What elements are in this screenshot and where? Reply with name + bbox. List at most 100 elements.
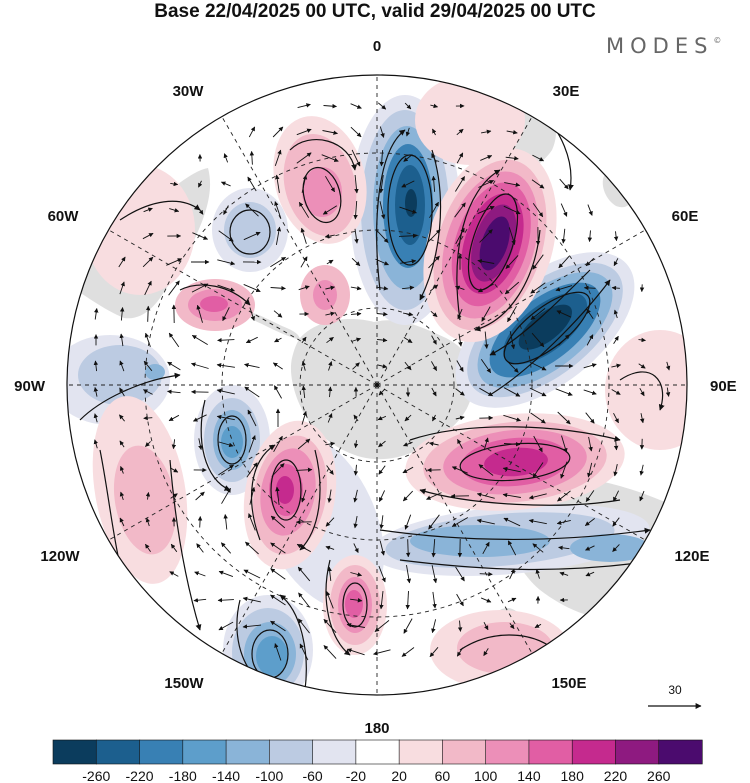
wind-vector-arrow (639, 490, 645, 502)
wind-vector-arrow (558, 334, 570, 346)
positive-anomaly-centres (85, 75, 687, 690)
wind-vector-arrow (528, 493, 547, 500)
streamline-atlantic-high-east (474, 229, 541, 332)
wind-vector-arrow (429, 284, 439, 292)
wind-vector-arrow (143, 360, 153, 372)
wind-vector-arrow (404, 361, 412, 371)
wind-vector-arrow (504, 281, 520, 295)
wind-vector-arrow (145, 491, 151, 500)
wind-vector-arrow (145, 441, 151, 447)
wind-vector-arrow (322, 130, 338, 135)
wind-vector-arrow (353, 200, 358, 220)
high-band-pacific-midlatitude-contour-2 (113, 445, 177, 555)
wind-vector-arrow (145, 543, 151, 553)
wind-vector-arrow (455, 176, 465, 192)
low-centre-bellingshausen-contour-4 (221, 426, 243, 458)
wind-vector-arrow (585, 490, 595, 502)
lon-label-30w: 30W (173, 83, 205, 100)
wind-vector-arrow (478, 464, 494, 476)
meridian-120w (94, 384, 378, 549)
wind-vector-arrow (325, 285, 336, 291)
wind-vector-arrow (249, 150, 255, 165)
high-band-east-of-90e-contour-1 (605, 330, 687, 450)
chart-title: Base 22/04/2025 00 UTC, valid 29/04/2025… (154, 1, 596, 22)
wind-vector-arrow (454, 202, 466, 218)
wind-vector-arrow (480, 597, 492, 603)
wind-vector-arrow (530, 282, 546, 294)
wind-vector-arrow (297, 566, 311, 582)
wind-vector-arrow (193, 598, 207, 603)
wind-vector-arrow (270, 256, 286, 268)
colorbar-tick-label: 260 (647, 768, 671, 783)
wind-vector-arrow (377, 102, 387, 110)
wind-vector-arrow (533, 435, 543, 453)
wind-vector-arrow (270, 515, 286, 529)
wind-vector-arrow (93, 360, 99, 372)
wind-vector-arrow (243, 231, 261, 241)
colorbar-tick-label: 220 (604, 768, 628, 783)
wind-vector-arrow (479, 571, 493, 577)
colorbar-swatch (528, 739, 573, 765)
colorbar-swatch (139, 739, 184, 765)
lon-label-90e: 90E (710, 378, 737, 395)
wind-vector-arrow (275, 486, 280, 505)
wind-vector-arrow (93, 439, 99, 449)
wind-vector-arrow (270, 568, 286, 580)
wind-vector-arrow (613, 464, 618, 477)
wind-vector-arrow (455, 227, 465, 245)
wind-vector-arrow (558, 545, 570, 551)
wind-vector-arrow (456, 593, 464, 607)
wind-vector-arrow (378, 565, 386, 583)
colorbar-tick-label: 140 (517, 768, 541, 783)
wind-vector-arrow (431, 153, 437, 163)
streamline-atlantic-high-west (456, 169, 501, 321)
wind-vector-arrow (274, 201, 282, 219)
wind-vector-arrow (479, 229, 493, 243)
wind-vector-arrow (353, 516, 358, 529)
wind-vector-arrow (198, 180, 203, 188)
wind-vector-arrow (432, 128, 437, 136)
wind-vector-arrow (321, 154, 339, 162)
wind-vector-arrow (143, 415, 153, 421)
wind-vector-arrow (190, 362, 209, 369)
wind-vector-arrow (300, 256, 308, 268)
streamline-scotia-high-north (289, 139, 358, 171)
wind-vector-arrow (350, 572, 363, 577)
wind-vector-arrow (509, 623, 515, 630)
wind-vector-arrow (194, 571, 206, 577)
wind-vector-arrow (119, 307, 125, 321)
wind-vector-arrow (613, 309, 619, 319)
wind-vector-arrow (455, 388, 465, 396)
wind-vector-arrow (244, 386, 260, 398)
wind-vector-arrow (376, 311, 388, 317)
wind-vector-arrow (532, 154, 544, 162)
meridian-120e (376, 384, 660, 549)
lon-label-30e: 30E (553, 83, 580, 100)
streamline-indian-low-south (489, 279, 611, 396)
low-band-south-of-australia (370, 503, 650, 577)
wind-vector-arrow (297, 103, 311, 109)
wind-vector-arrow (217, 597, 234, 603)
wind-vector-arrow (557, 490, 571, 502)
wind-vector-arrow (457, 308, 463, 320)
wind-vector-arrow (218, 464, 234, 476)
wind-vector-arrow (402, 466, 414, 474)
wind-vector-arrow (507, 540, 517, 556)
wind-vector-arrow (296, 128, 312, 136)
wind-vector-arrow (350, 285, 362, 291)
wind-vector-arrow (270, 594, 286, 606)
colorbar-tick-label: -180 (169, 768, 197, 783)
wind-vector-arrow (325, 311, 336, 317)
wind-vector-arrow (192, 232, 209, 240)
streamline-bellingshausen-low-inner (217, 415, 247, 465)
wind-vector-arrow (456, 647, 464, 657)
wind-vector-field (93, 102, 671, 661)
colorbar-tick-label: -220 (126, 768, 154, 783)
wind-vector-arrow (169, 208, 180, 213)
wind-vector-arrow (402, 285, 415, 291)
wind-vector-arrow (218, 230, 234, 242)
wind-vector-arrow (245, 336, 258, 344)
wind-vector-arrow (242, 624, 262, 629)
wind-vector-arrow (301, 410, 307, 425)
wind-vector-arrow (529, 361, 547, 371)
